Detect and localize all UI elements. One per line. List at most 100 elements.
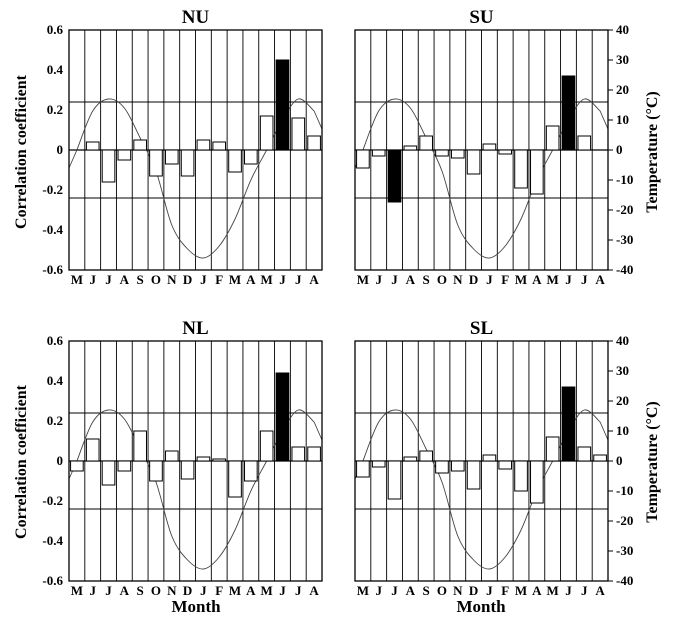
month-label: F bbox=[501, 583, 509, 598]
month-label: A bbox=[595, 272, 605, 287]
month-label: N bbox=[453, 583, 463, 598]
panel-nl: NLM J J A S O N D J F M A M J J A0.60.40.20-0.2-0.4-0.6 bbox=[42, 318, 323, 598]
month-label: S bbox=[137, 272, 144, 287]
month-label: S bbox=[423, 272, 430, 287]
y-tick-label: -0.2 bbox=[42, 182, 63, 197]
bar bbox=[307, 446, 321, 462]
month-label: A bbox=[532, 272, 542, 287]
panel-nu: NUM J J A S O N D J F M A M J J A0.60.40.20-0.2-0.4-0.6 bbox=[42, 7, 323, 287]
month-label: M bbox=[357, 583, 369, 598]
y-tick-label: -0.4 bbox=[42, 222, 63, 237]
y2-tick-label: 20 bbox=[616, 82, 629, 97]
y-tick-label: 0 bbox=[57, 142, 64, 157]
bar bbox=[70, 460, 84, 472]
month-label: M bbox=[229, 272, 241, 287]
y-tick-label: 0.6 bbox=[47, 333, 64, 348]
month-label: J bbox=[279, 583, 286, 598]
bar bbox=[593, 454, 607, 462]
month-label: M bbox=[229, 583, 241, 598]
bar bbox=[530, 149, 544, 195]
y2-tick-label: -10 bbox=[616, 172, 633, 187]
month-label: N bbox=[167, 583, 177, 598]
bar bbox=[403, 456, 418, 462]
month-label: A bbox=[595, 583, 605, 598]
bar bbox=[371, 149, 386, 157]
bar bbox=[164, 450, 179, 462]
month-label: N bbox=[167, 272, 177, 287]
month-label: J bbox=[105, 583, 112, 598]
bar bbox=[259, 430, 274, 462]
bar bbox=[419, 450, 433, 462]
panel-title: NL bbox=[182, 318, 208, 339]
y-tick-label: -0.4 bbox=[42, 533, 63, 548]
y2-tick-label: 30 bbox=[616, 363, 629, 378]
month-label: A bbox=[120, 272, 130, 287]
month-label: D bbox=[183, 272, 192, 287]
ylabel-right-top: Temperature (°C) bbox=[644, 91, 661, 212]
y2-tick-label: -20 bbox=[616, 202, 633, 217]
y2-tick-label: -40 bbox=[616, 262, 633, 277]
month-label: M bbox=[261, 583, 273, 598]
month-label: J bbox=[375, 583, 382, 598]
month-label: M bbox=[71, 583, 83, 598]
bar bbox=[307, 135, 321, 151]
month-label: J bbox=[295, 583, 302, 598]
bar bbox=[561, 75, 576, 151]
bar bbox=[85, 141, 100, 151]
month-label: O bbox=[437, 583, 447, 598]
bar bbox=[212, 141, 227, 151]
bar bbox=[212, 458, 227, 462]
bar bbox=[577, 135, 592, 151]
bar bbox=[450, 460, 465, 472]
bar bbox=[133, 139, 147, 151]
month-label: J bbox=[565, 272, 572, 287]
bar bbox=[387, 460, 402, 500]
bar bbox=[228, 460, 242, 498]
ylabel-left-top: Correlation coefficient bbox=[13, 74, 30, 229]
xlabel-left: Month bbox=[171, 597, 221, 616]
y-tick-label: 0.2 bbox=[47, 102, 63, 117]
month-label: A bbox=[309, 272, 319, 287]
y-tick-label: 0.2 bbox=[47, 413, 63, 428]
month-label: M bbox=[515, 583, 527, 598]
panel-title: SL bbox=[470, 318, 493, 339]
plot-frame bbox=[68, 340, 323, 582]
y2-tick-label: 0 bbox=[616, 142, 623, 157]
month-label: J bbox=[89, 272, 96, 287]
bar bbox=[149, 460, 163, 482]
bar bbox=[259, 115, 274, 151]
bar bbox=[275, 59, 290, 151]
y2-tick-label: 0 bbox=[616, 453, 623, 468]
bar bbox=[275, 372, 290, 462]
month-label: A bbox=[309, 583, 319, 598]
y2-tick-label: -40 bbox=[616, 573, 633, 588]
bar bbox=[482, 454, 497, 462]
y2-tick-label: -30 bbox=[616, 543, 633, 558]
panel-title: NU bbox=[182, 7, 210, 28]
bar bbox=[356, 460, 370, 478]
bar bbox=[101, 149, 116, 183]
month-label: S bbox=[137, 583, 144, 598]
month-label: J bbox=[391, 272, 398, 287]
month-label: N bbox=[453, 272, 463, 287]
month-label: O bbox=[151, 272, 161, 287]
y-tick-label: 0.6 bbox=[47, 22, 64, 37]
month-label: D bbox=[469, 583, 478, 598]
month-label: M bbox=[261, 272, 273, 287]
month-label: M bbox=[71, 272, 83, 287]
y-tick-label: 0 bbox=[57, 453, 64, 468]
bar bbox=[244, 149, 258, 165]
bar bbox=[371, 460, 386, 468]
bar bbox=[498, 149, 513, 155]
month-label: J bbox=[581, 583, 588, 598]
month-label: J bbox=[375, 272, 382, 287]
month-label: A bbox=[246, 583, 256, 598]
bar bbox=[244, 460, 258, 482]
month-label: A bbox=[406, 272, 416, 287]
y-tick-label: -0.6 bbox=[42, 573, 63, 588]
month-label: M bbox=[515, 272, 527, 287]
month-label: M bbox=[547, 272, 559, 287]
